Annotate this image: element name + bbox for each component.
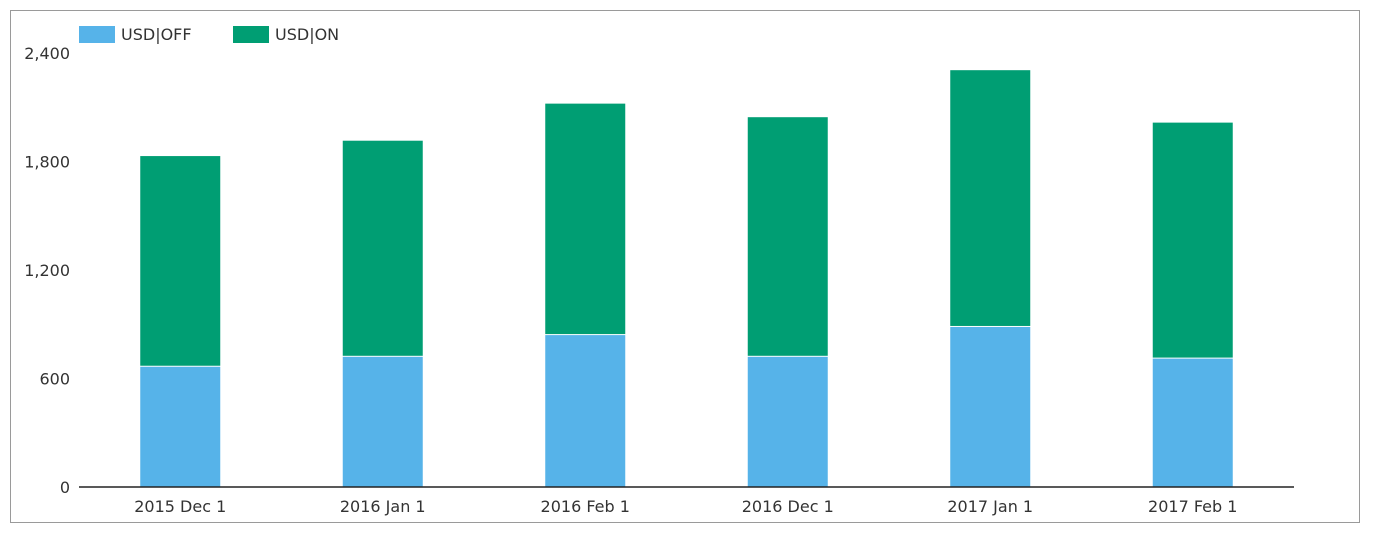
bar-usd-off[interactable] (950, 326, 1031, 487)
bar-usd-off[interactable] (545, 335, 626, 487)
x-tick-label: 2015 Dec 1 (134, 497, 226, 516)
bars (140, 70, 1233, 487)
chart-frame (10, 10, 1360, 523)
x-tick-label: 2016 Dec 1 (742, 497, 834, 516)
bar-usd-on[interactable] (140, 156, 221, 366)
bar-usd-off[interactable] (140, 366, 221, 487)
bar-usd-on[interactable] (545, 103, 626, 335)
bar-usd-on[interactable] (950, 70, 1031, 326)
y-tick-label: 1,200 (24, 261, 70, 280)
x-tick-label: 2016 Jan 1 (340, 497, 426, 516)
y-axis: 0 600 1,200 1,800 2,400 (24, 44, 70, 497)
bar-usd-off[interactable] (342, 356, 423, 487)
y-tick-label: 2,400 (24, 44, 70, 63)
y-tick-label: 600 (39, 370, 70, 389)
y-tick-label: 0 (60, 478, 70, 497)
legend-label: USD|ON (275, 25, 339, 44)
bar-usd-off[interactable] (747, 356, 828, 487)
legend-item[interactable]: USD|OFF (79, 25, 192, 44)
legend-label: USD|OFF (121, 25, 192, 44)
bar-usd-on[interactable] (342, 140, 423, 356)
legend-swatch (79, 26, 115, 43)
x-tick-label: 2017 Feb 1 (1148, 497, 1237, 516)
x-axis: 2015 Dec 1 2016 Jan 1 2016 Feb 1 2016 Dec 1… (79, 486, 1294, 516)
x-tick-label: 2016 Feb 1 (541, 497, 630, 516)
y-tick-label: 1,800 (24, 153, 70, 172)
x-tick-label: 2017 Jan 1 (947, 497, 1033, 516)
bar-usd-on[interactable] (1152, 122, 1233, 358)
legend-item[interactable]: USD|ON (233, 25, 339, 44)
bar-usd-off[interactable] (1152, 358, 1233, 487)
legend: USD|OFF USD|ON (79, 25, 339, 44)
bar-usd-on[interactable] (747, 117, 828, 356)
legend-swatch (233, 26, 269, 43)
